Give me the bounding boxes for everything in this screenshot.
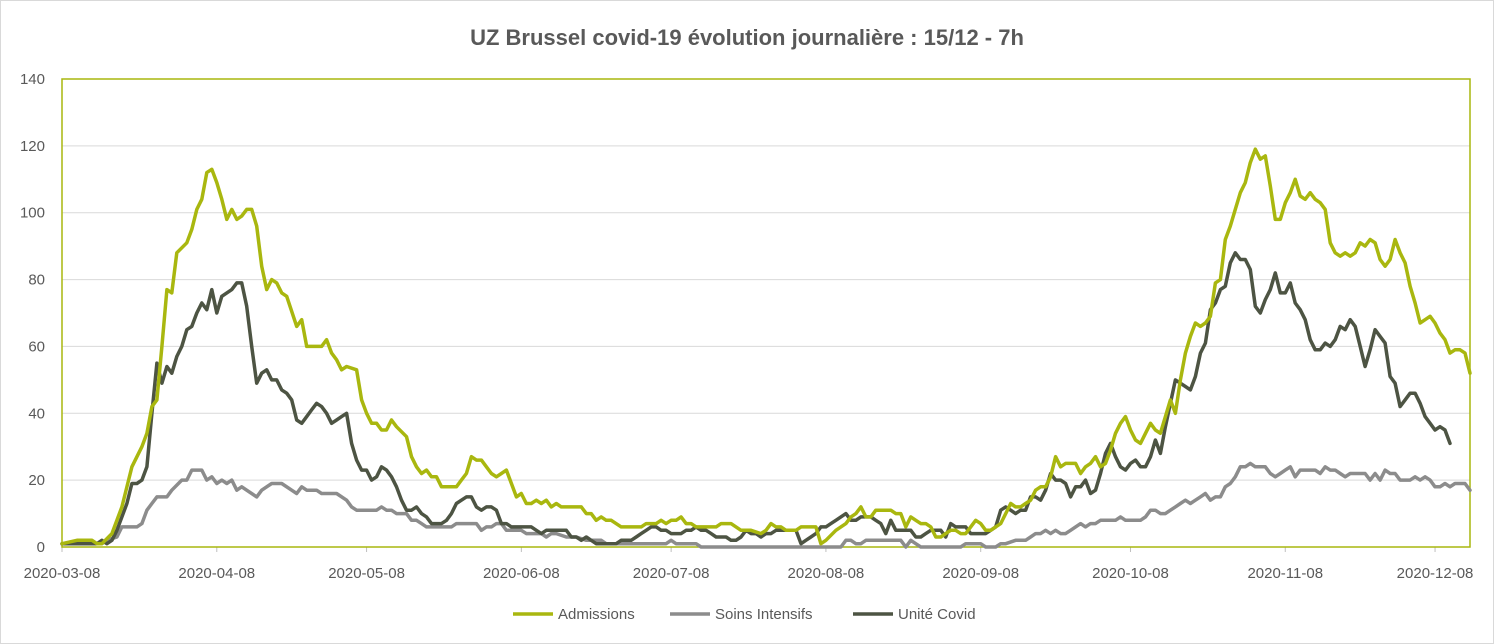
legend: Admissions Soins Intensifs Unité Covid	[513, 606, 976, 623]
chart-title: UZ Brussel covid-19 évolution journalièr…	[470, 25, 1024, 50]
x-tick-label: 2020-05-08	[328, 565, 405, 582]
legend-label-admissions: Admissions	[558, 606, 635, 623]
series-line-soins-intensifs	[60, 461, 1472, 549]
x-tick-label: 2020-03-08	[24, 565, 101, 582]
y-tick-label: 20	[28, 472, 45, 489]
y-tick-label: 120	[20, 138, 45, 155]
y-axis-ticks: 0 20 40 60 80 100 120 140	[20, 71, 45, 556]
legend-label-soins-intensifs: Soins Intensifs	[715, 606, 813, 623]
x-axis-ticks: 2020-03-08 2020-04-08 2020-05-08 2020-06-08…	[24, 547, 1474, 582]
y-tick-label: 0	[37, 539, 45, 556]
x-tick-label: 2020-08-08	[788, 565, 865, 582]
x-tick-label: 2020-07-08	[633, 565, 710, 582]
series-lines	[60, 147, 1472, 549]
y-tick-label: 60	[28, 338, 45, 355]
y-tick-label: 40	[28, 405, 45, 422]
x-tick-label: 2020-12-08	[1397, 565, 1474, 582]
series-line-unite-covid	[60, 251, 1452, 546]
y-tick-label: 80	[28, 272, 45, 289]
x-tick-label: 2020-09-08	[942, 565, 1019, 582]
y-tick-label: 100	[20, 205, 45, 222]
x-tick-label: 2020-11-08	[1247, 565, 1323, 582]
legend-label-unite-covid: Unité Covid	[898, 606, 976, 623]
y-tick-label: 140	[20, 71, 45, 88]
x-tick-label: 2020-04-08	[178, 565, 255, 582]
x-tick-label: 2020-10-08	[1092, 565, 1169, 582]
x-tick-label: 2020-06-08	[483, 565, 560, 582]
series-line-admissions	[60, 147, 1472, 546]
